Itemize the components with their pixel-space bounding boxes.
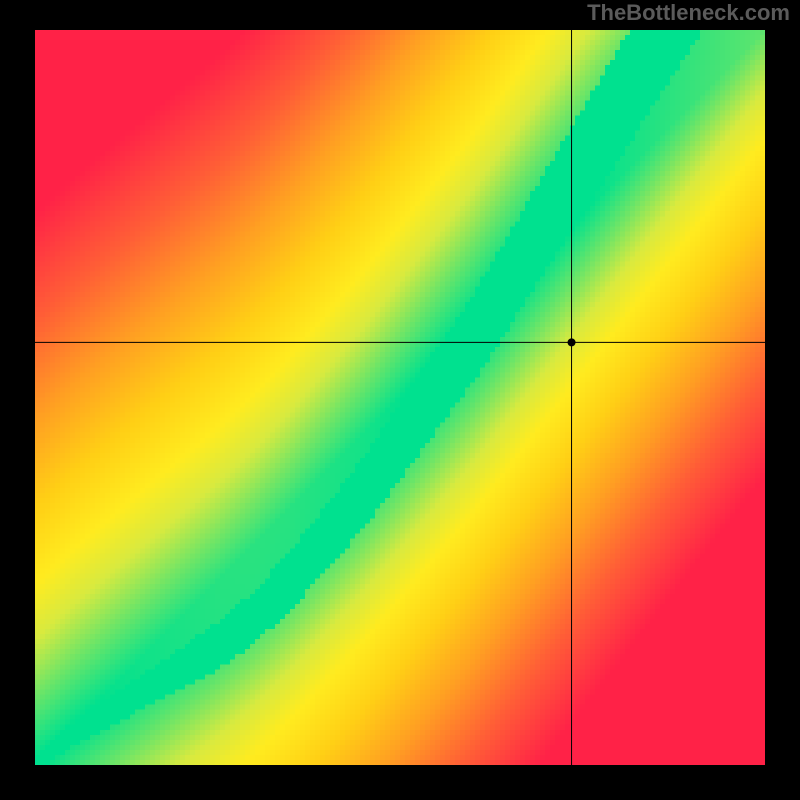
chart-container: TheBottleneck.com bbox=[0, 0, 800, 800]
bottleneck-heatmap bbox=[35, 30, 765, 765]
watermark-text: TheBottleneck.com bbox=[587, 0, 790, 26]
